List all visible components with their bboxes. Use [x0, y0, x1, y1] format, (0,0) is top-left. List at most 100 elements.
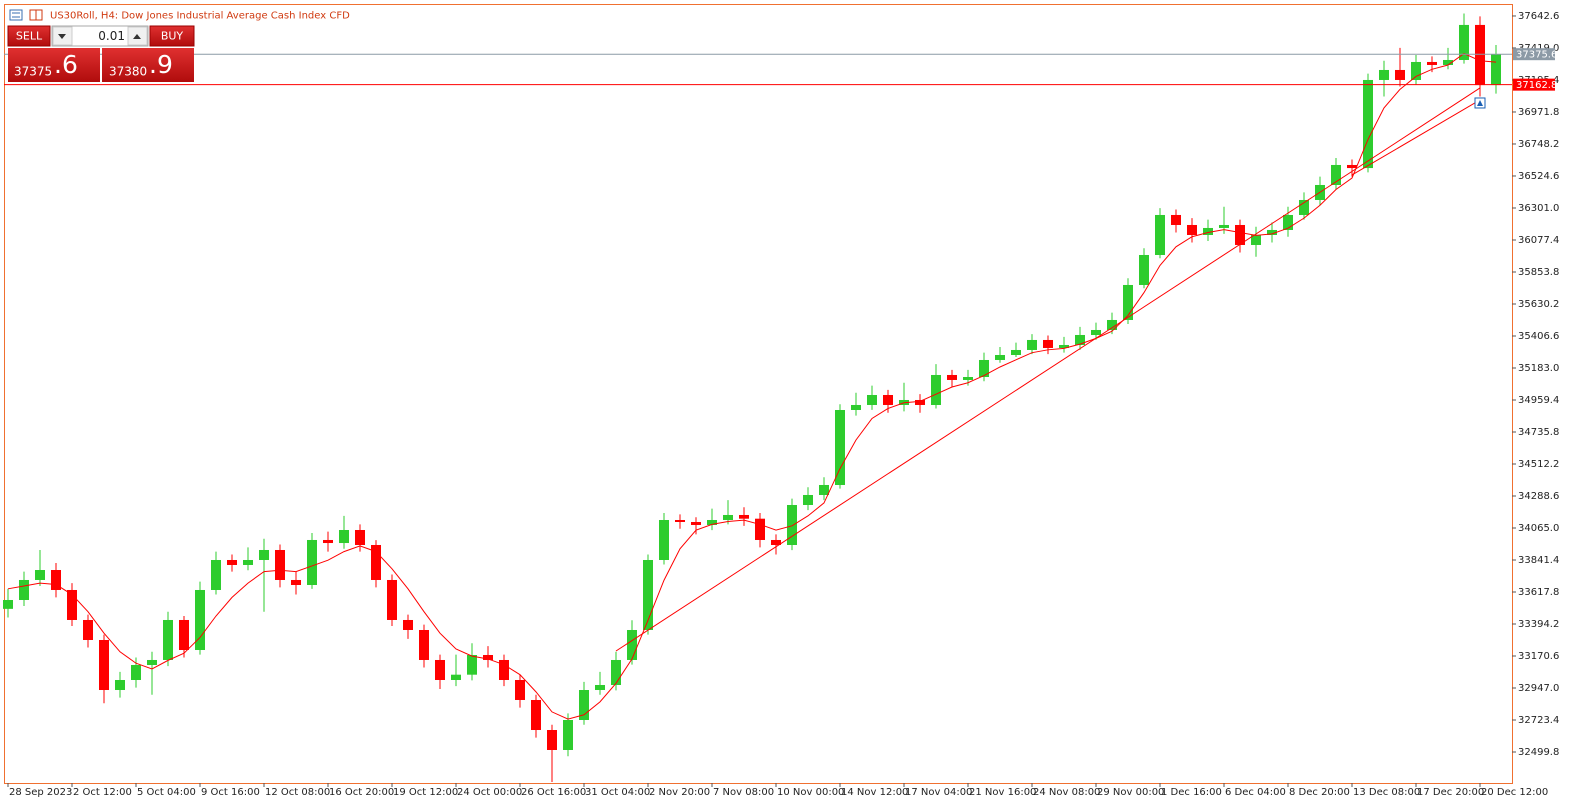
candle-body	[147, 659, 157, 666]
sell-price-box[interactable]	[8, 48, 100, 82]
candle-body	[1267, 229, 1277, 235]
lot-input[interactable]	[51, 25, 149, 47]
y-tick-label: 34288.6	[1518, 491, 1559, 502]
candle-body	[931, 374, 941, 405]
candle-body	[499, 659, 509, 680]
candle-body	[115, 679, 125, 691]
y-tick-label: 34065.0	[1518, 523, 1559, 534]
x-tick-label: 10 Nov 00:00	[777, 787, 844, 798]
candle-body	[563, 719, 573, 750]
price-label-box	[1513, 78, 1555, 91]
candle-body	[835, 409, 845, 485]
candle-body	[531, 699, 541, 731]
candle-body	[163, 619, 173, 660]
candle-body	[1443, 59, 1453, 65]
candle-body	[1139, 254, 1149, 285]
candle-body	[1395, 69, 1405, 80]
candle-body	[291, 579, 301, 585]
candle-body	[1171, 214, 1181, 225]
candle-body	[19, 579, 29, 600]
candle-body	[963, 377, 973, 380]
candle-body	[883, 394, 893, 405]
x-tick-label: 12 Oct 08:00	[265, 787, 330, 798]
arrow-icon	[133, 34, 141, 39]
candle-body	[3, 599, 13, 609]
candle-body	[339, 529, 349, 544]
candle-body	[1347, 164, 1357, 169]
trade-icon-arrow	[1477, 99, 1483, 106]
candle-body	[1299, 199, 1309, 215]
y-tick-label: 36524.6	[1518, 171, 1559, 182]
candle-body	[979, 359, 989, 378]
candle-body	[275, 549, 285, 580]
price-label-box	[1513, 48, 1555, 61]
y-tick-label: 33617.8	[1518, 587, 1559, 598]
x-tick-label: 29 Nov 00:00	[1097, 787, 1164, 798]
price-label: 37375.6	[1516, 50, 1557, 61]
x-tick-label: 8 Dec 20:00	[1289, 787, 1350, 798]
x-tick-label: 20 Dec 12:00	[1481, 787, 1548, 798]
y-tick-label: 35406.6	[1518, 331, 1559, 342]
candle-body	[1283, 214, 1293, 230]
x-tick-label: 5 Oct 04:00	[137, 787, 196, 798]
candle-body	[1427, 61, 1437, 65]
x-tick-label: 21 Nov 16:00	[969, 787, 1036, 798]
candle-body	[1251, 234, 1261, 245]
trend-line	[1351, 99, 1481, 176]
candle-body	[819, 484, 829, 495]
candle-body	[131, 665, 141, 680]
moving-average	[7, 52, 1497, 720]
y-tick-label: 33394.2	[1518, 619, 1559, 630]
candle-body	[35, 569, 45, 580]
buy-price: 37380	[109, 65, 147, 79]
candle-body	[51, 569, 61, 590]
y-tick-label: 33170.6	[1518, 651, 1559, 662]
candle-body	[787, 504, 797, 545]
overlay-layer: 37375.6 37162.8	[4, 48, 1557, 720]
icon[interactable]	[9, 9, 23, 21]
candle-body	[595, 684, 605, 691]
candle-body	[755, 518, 765, 540]
trade-panel: SELL 0.01 BUY 37375 .6 37380 .9	[7, 25, 195, 82]
candle-body	[1059, 344, 1069, 348]
x-tick-label: 9 Oct 16:00	[201, 787, 260, 798]
candle-body	[1075, 334, 1085, 345]
candle-body	[67, 589, 77, 620]
candle-body	[243, 559, 253, 565]
candle-body	[659, 519, 669, 560]
y-tick-label: 37642.6	[1518, 11, 1559, 22]
candle-body	[515, 679, 525, 700]
candle-body	[803, 494, 813, 505]
candle-body	[947, 374, 957, 380]
sell-fraction: .6	[54, 50, 78, 79]
sell-label: SELL	[16, 30, 43, 43]
x-tick-label: 24 Oct 00:00	[457, 787, 522, 798]
candle-body	[867, 394, 877, 405]
y-tick-label: 32499.8	[1518, 747, 1559, 758]
y-tick-label: 36301.0	[1518, 203, 1559, 214]
sell-button[interactable]	[7, 25, 51, 47]
candle-body	[915, 399, 925, 405]
buy-button[interactable]	[149, 25, 195, 47]
y-tick-label: 35630.2	[1518, 299, 1559, 310]
x-tick-label: 28 Sep 2023	[9, 787, 72, 798]
candle-body	[467, 654, 477, 675]
candle-body	[1219, 224, 1229, 228]
header: US30Roll, H4: Dow Jones Industrial Avera…	[9, 9, 350, 22]
x-tick-label: 1 Dec 16:00	[1161, 787, 1222, 798]
candle-body	[307, 539, 317, 585]
candle-body	[179, 619, 189, 651]
plot-frame	[4, 4, 1513, 784]
y-tick-label: 36971.8	[1518, 107, 1559, 118]
candle-body	[1459, 24, 1469, 60]
buy-label: BUY	[161, 30, 184, 43]
candle-body	[1491, 54, 1501, 86]
candle-body	[451, 674, 461, 680]
x-tick-label: 7 Nov 08:00	[713, 787, 774, 798]
y-tick-label: 36748.2	[1518, 139, 1559, 150]
buy-price-box[interactable]	[102, 48, 194, 82]
candle-body	[259, 549, 269, 560]
y-tick-label: 36077.4	[1518, 235, 1559, 246]
candle-body	[227, 559, 237, 565]
